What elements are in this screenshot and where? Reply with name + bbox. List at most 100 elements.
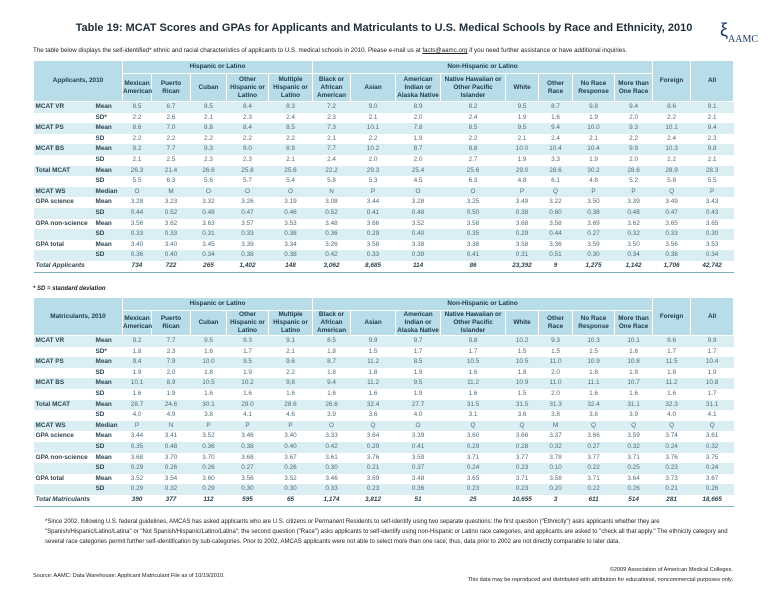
cell-value: 2.1 [204, 113, 213, 121]
cell-value: 0.23 [652, 463, 691, 474]
cell-value: 1.8 [368, 368, 378, 376]
cell-value: 3.76 [665, 453, 678, 461]
cell-value: 8.9 [395, 101, 441, 113]
group-hispanic: Hispanic or Latino [121, 60, 314, 74]
cell-value: O [312, 420, 351, 432]
row-stat: Mean [95, 144, 123, 155]
cell-value: 0.21 [350, 463, 396, 474]
total-value: 65 [268, 494, 313, 507]
row-stat: SD* [95, 347, 107, 355]
cell-value: 0.33 [122, 229, 152, 240]
cell-value: 1.6 [468, 389, 478, 397]
cell-value: 0.41 [395, 441, 441, 453]
cell-value: 8.5 [190, 101, 227, 113]
cell-value: 8.7 [538, 101, 573, 113]
cell-value: 3.45 [202, 240, 215, 248]
row-label: MCAT PS [33, 357, 96, 368]
row-label: MCAT VR [33, 335, 96, 347]
cell-value: 2.6 [166, 113, 176, 121]
cell-value: 3.23 [164, 198, 178, 206]
row-stat: Mean [95, 165, 123, 177]
cell-value: 11.0 [538, 378, 573, 389]
cell-value: 7.2 [312, 101, 351, 113]
email-link[interactable]: facts@aamc.org [422, 47, 468, 54]
cell-value: P [268, 420, 313, 432]
cell-value: 8.5 [395, 357, 441, 368]
cell-value: 2.3 [243, 113, 252, 121]
cell-value: 4.5 [413, 177, 423, 185]
cell-value: 2.5 [166, 155, 176, 163]
cell-value: 1.5 [517, 347, 527, 355]
cell-value: 10.0 [190, 357, 227, 368]
cell-value: 8.5 [268, 123, 313, 134]
cell-value: 9.5 [505, 123, 539, 134]
cell-value: 6.7 [151, 101, 191, 113]
cell-value: 2.0 [413, 155, 423, 163]
cell-value: 1.7 [468, 347, 478, 355]
cell-value: 3.34 [284, 240, 297, 248]
copyright: ©2009 Association of American Medical Co… [468, 565, 733, 585]
cell-value: 10.1 [614, 335, 653, 347]
cell-value: 8.4 [226, 101, 269, 113]
cell-value: 3.41 [164, 432, 178, 440]
cell-value: 2.4 [551, 134, 560, 142]
cell-value: 9.4 [312, 378, 351, 389]
cell-value: 2.0 [551, 368, 560, 376]
cell-value: 5.8 [327, 177, 336, 185]
column-header: American Indian or Alaska Native [395, 73, 442, 102]
cell-value: 2.1 [707, 113, 717, 121]
cell-value: 3.53 [705, 240, 719, 248]
cell-value: 1.8 [132, 347, 142, 355]
row-label: MCAT WS [33, 420, 96, 432]
cell-value: 0.23 [440, 484, 506, 495]
column-header: Cuban [190, 73, 227, 102]
cell-value: 2.3 [204, 155, 213, 163]
row-label [34, 134, 96, 145]
cell-value: 1.9 [413, 134, 423, 142]
cell-value: 0.33 [350, 250, 396, 261]
cell-value: 4.0 [667, 411, 677, 419]
cell-value: 4.8 [517, 177, 527, 185]
cell-value: 9.5 [190, 335, 227, 347]
cell-value: 10.0 [505, 144, 539, 155]
cell-value: 2.2 [243, 134, 252, 142]
row-stat: Mean [95, 123, 123, 134]
cell-value: 2.3 [243, 155, 252, 163]
cell-value: 8.2 [440, 101, 506, 113]
cell-value: 3.52 [411, 219, 425, 227]
cell-value: 3.54 [164, 474, 178, 482]
cell-value: 0.48 [614, 207, 653, 219]
row-label: MCAT BS [33, 378, 96, 389]
cell-value: 3.40 [130, 240, 144, 248]
cell-value: 0.27 [572, 441, 615, 453]
cell-value: 1.9 [517, 155, 527, 163]
cell-value: 0.38 [572, 207, 615, 219]
column-header: Multiple Hispanic or Latino [267, 73, 314, 102]
cell-value: Q [505, 420, 539, 432]
cell-value: 0.33 [652, 229, 691, 240]
cell-value: 3.53 [284, 219, 297, 227]
cell-value: 9.4 [538, 123, 573, 134]
cell-value: 11.2 [350, 378, 396, 389]
row-label [34, 176, 96, 187]
cell-value: 3.44 [366, 198, 380, 206]
cell-value: 3.44 [130, 432, 144, 440]
cell-value: 9.3 [226, 335, 269, 347]
cell-value: 0.29 [440, 441, 506, 453]
column-header: More than One Race [614, 73, 654, 102]
column-header: Asian [350, 73, 397, 102]
cell-value: 9.2 [122, 144, 152, 155]
group-non-hispanic: Non-Hispanic or Latino [312, 60, 654, 74]
total-value: 112 [190, 494, 227, 507]
cell-value: 9.6 [652, 335, 691, 347]
cell-value: 1.6 [468, 368, 478, 376]
cell-value: 1.9 [707, 368, 717, 376]
row-stat: Mean [95, 453, 112, 461]
cell-value: M [538, 420, 573, 432]
cell-value: 0.32 [614, 229, 653, 240]
row-label [34, 113, 96, 124]
page-title: Table 19: MCAT Scores and GPAs for Appli… [75, 22, 693, 34]
cell-value: 3.28 [130, 198, 144, 206]
applicants-table: Applicants, 2010 Hispanic or Latino Non-Hi… [33, 60, 735, 273]
cell-value: 9.5 [226, 357, 269, 368]
